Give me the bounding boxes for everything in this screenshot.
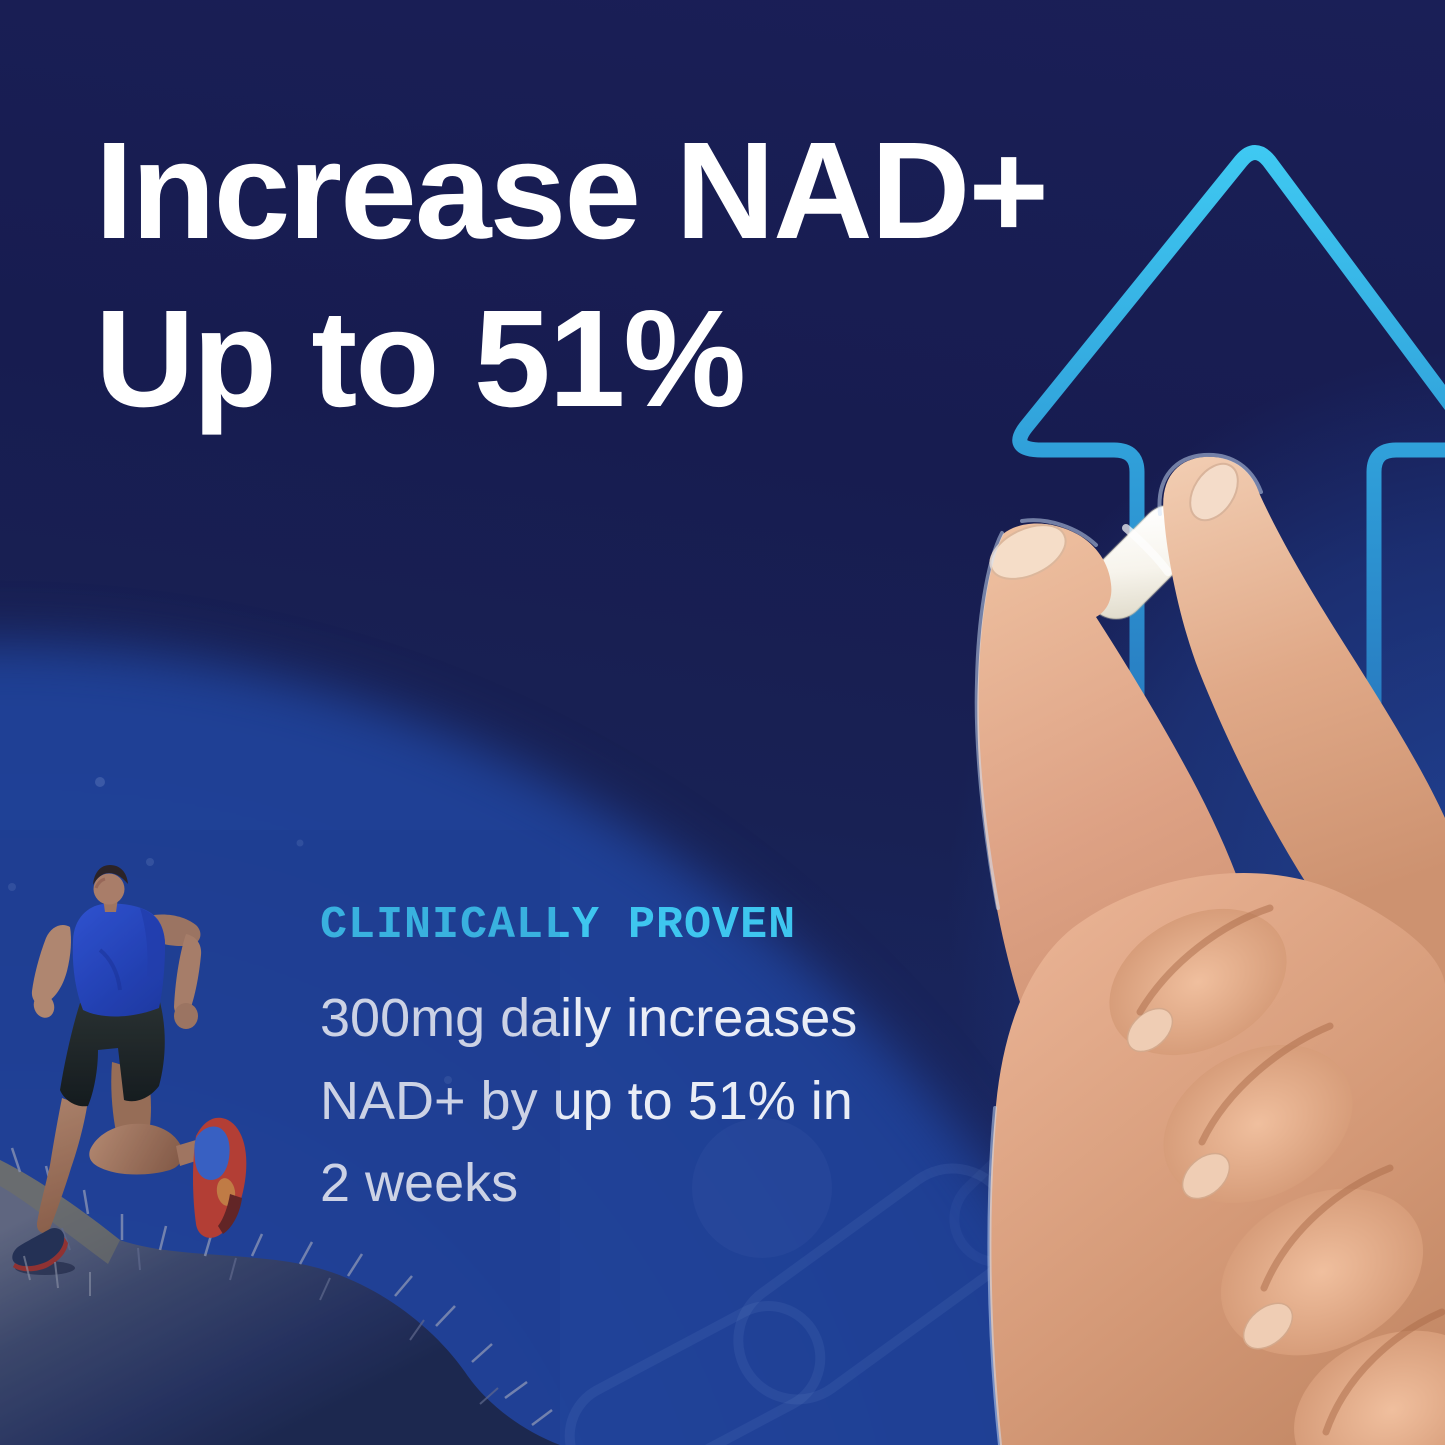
- claim-line-2: NAD+ by up to 51% in: [320, 1070, 853, 1131]
- trail-runner-photo: [0, 830, 560, 1445]
- light-specks: [8, 777, 452, 1084]
- headline-line-1: Increase NAD+: [95, 114, 1049, 268]
- claim-text: 300mg daily increases NAD+ by up to 51% …: [320, 977, 857, 1225]
- front-shoe: [12, 1227, 65, 1267]
- index-fingernail: [1189, 462, 1239, 522]
- headline: Increase NAD+ Up to 51%: [95, 107, 1049, 444]
- claim-line-3: 2 weeks: [320, 1153, 519, 1214]
- headline-line-2: Up to 51%: [95, 282, 746, 437]
- bokeh-spot: [692, 1118, 832, 1258]
- shorts: [60, 1002, 165, 1107]
- grass-hill: [0, 1160, 560, 1445]
- index-finger: [1163, 456, 1445, 1035]
- blue-shirt: [72, 903, 165, 1017]
- clinically-proven-label: CLINICALLY PROVEN: [320, 900, 797, 951]
- thumbnail: [989, 524, 1067, 580]
- claim-line-1: 300mg daily increases: [320, 988, 858, 1048]
- runner: [12, 865, 247, 1275]
- curled-fingers: [1109, 908, 1445, 1445]
- hand-holding-capsule-photo: [974, 452, 1445, 1445]
